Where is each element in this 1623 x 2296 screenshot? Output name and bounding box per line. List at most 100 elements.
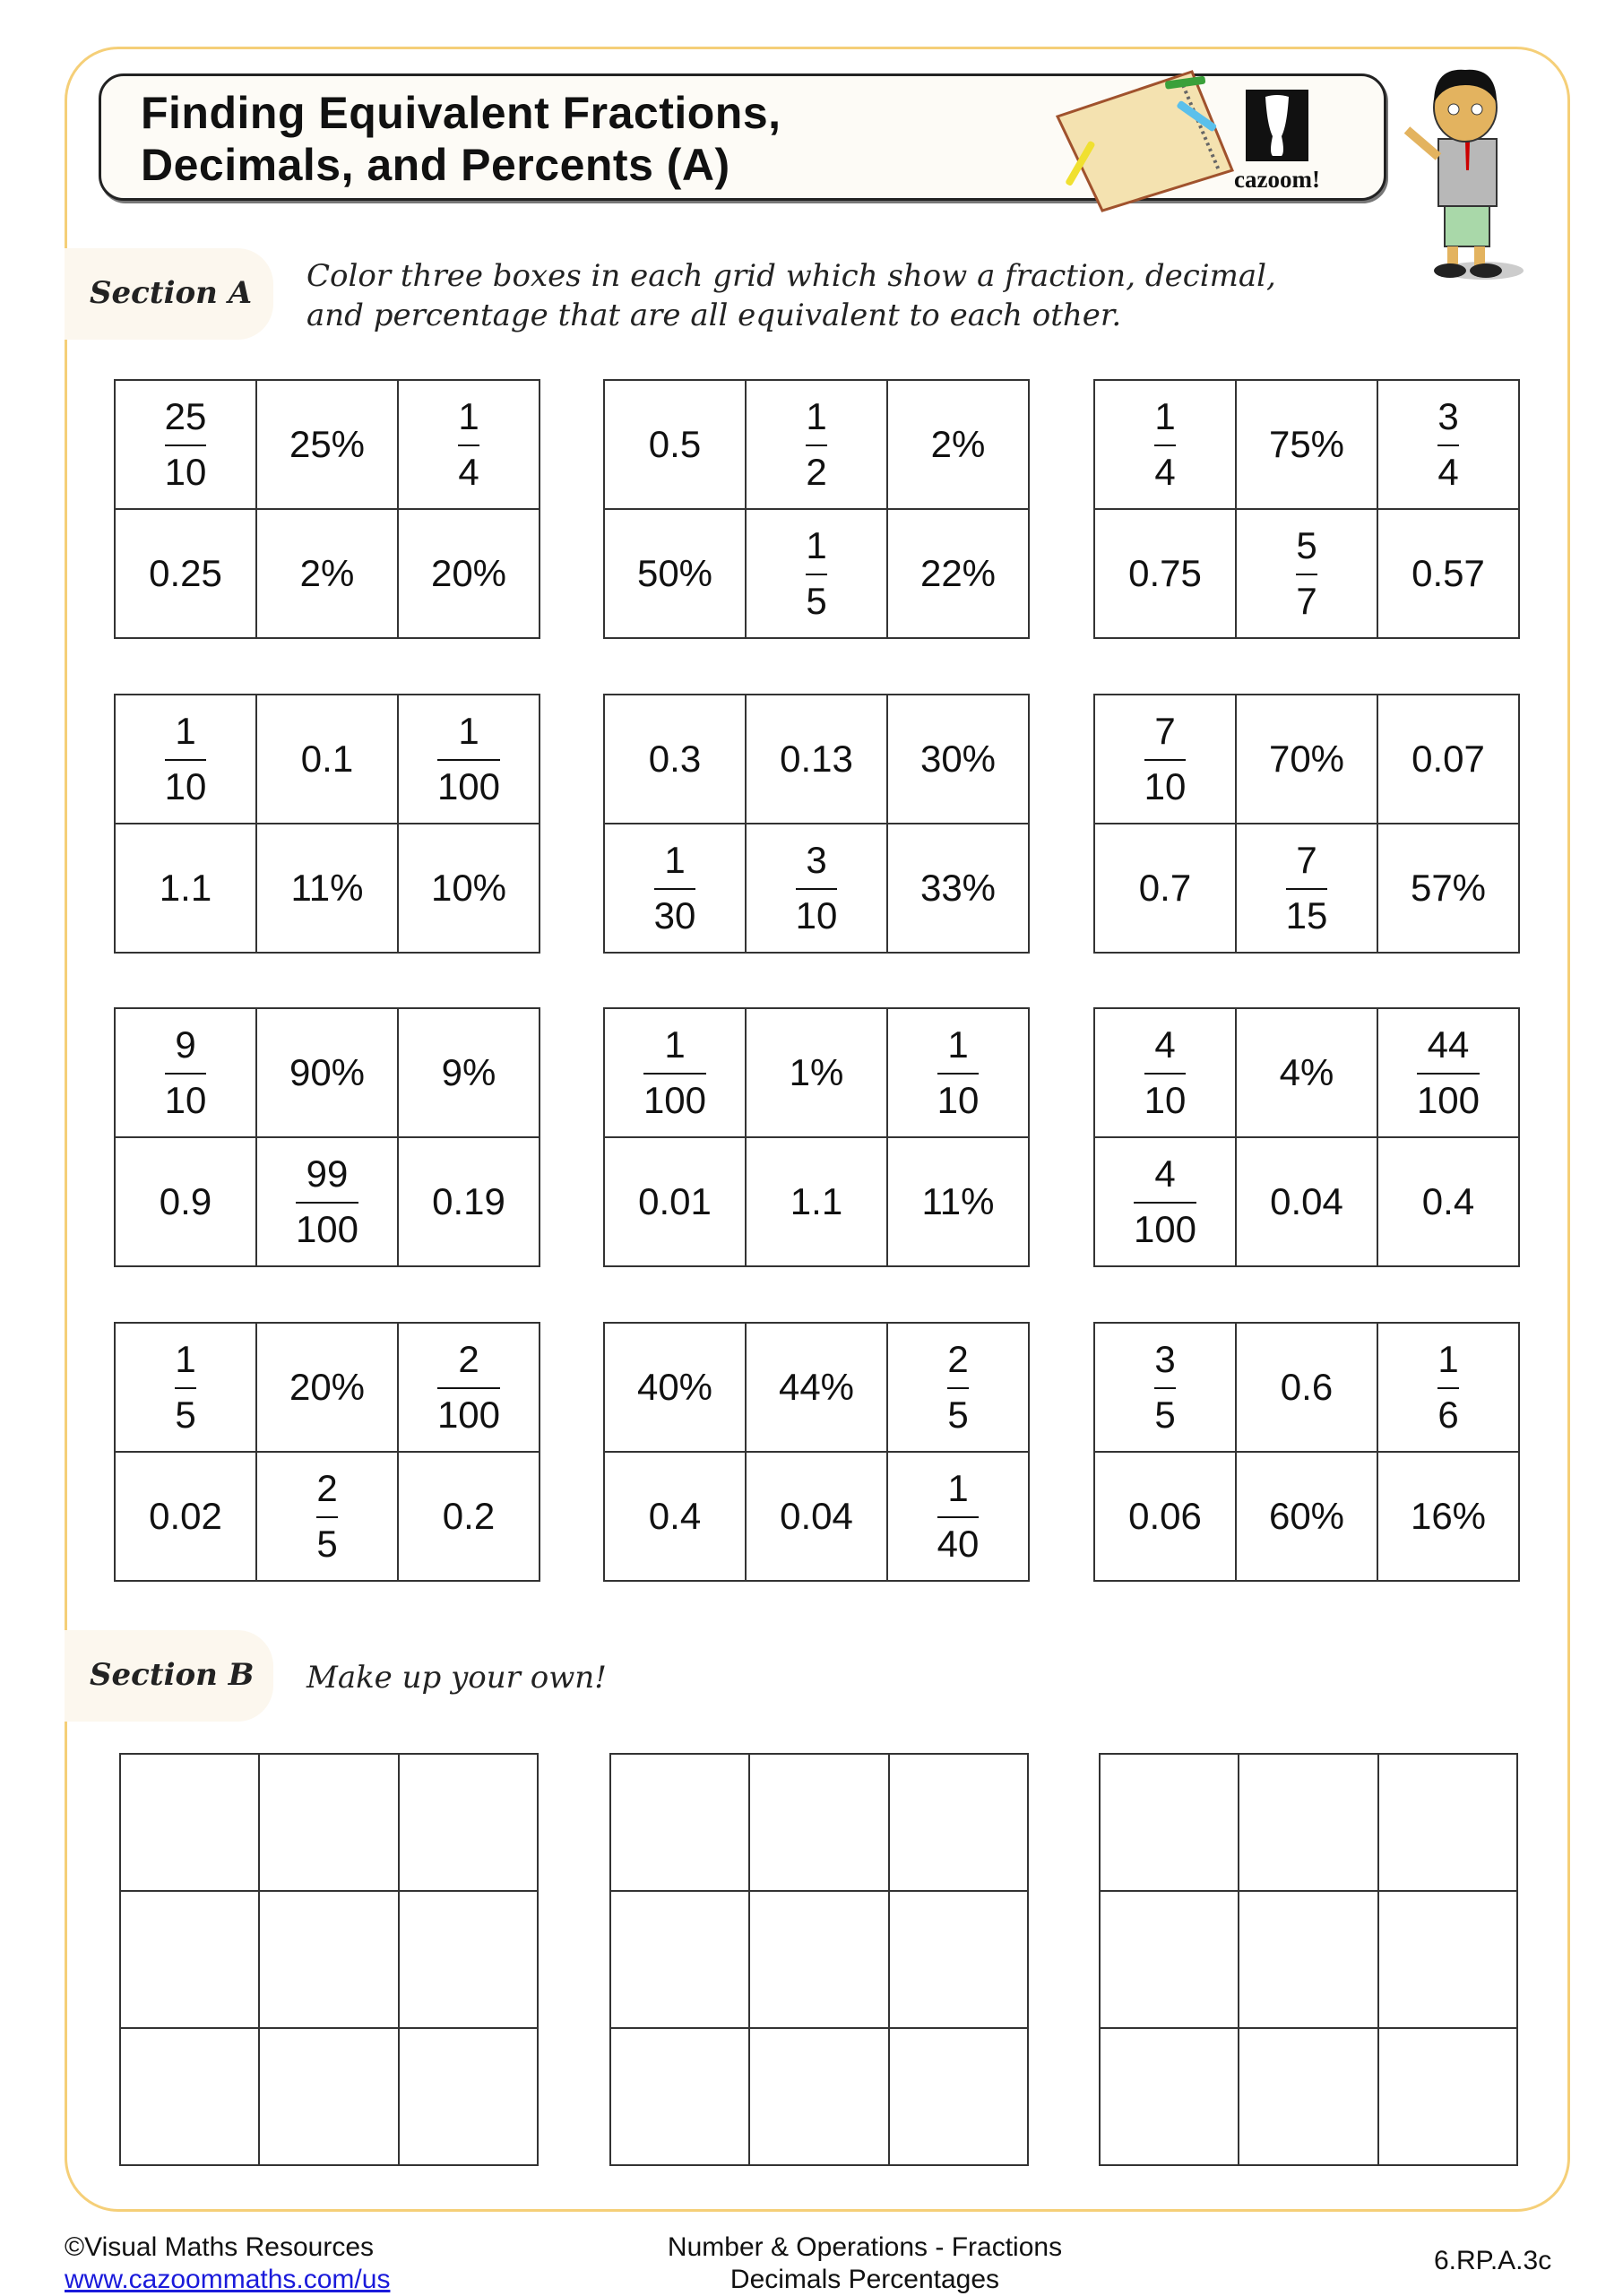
empty-cell[interactable] xyxy=(1378,2029,1518,2166)
grid-cell[interactable]: 25% xyxy=(257,381,399,510)
empty-cell[interactable] xyxy=(399,1892,539,2029)
empty-cell[interactable] xyxy=(1378,1755,1518,1892)
grid-cell[interactable]: 4 10 xyxy=(1095,1009,1237,1138)
grid-cell[interactable]: 0.5 xyxy=(605,381,747,510)
empty-cell[interactable] xyxy=(260,1755,400,1892)
empty-cell[interactable] xyxy=(611,1755,751,1892)
grid-cell[interactable]: 7 10 xyxy=(1095,695,1237,824)
grid-cell[interactable]: 9% xyxy=(399,1009,540,1138)
grid-cell[interactable]: 50% xyxy=(605,510,747,639)
empty-cell[interactable] xyxy=(1239,1892,1379,2029)
grid-cell[interactable]: 1.1 xyxy=(116,824,257,954)
grid-cell[interactable]: 1 40 xyxy=(888,1453,1030,1582)
grid-cell[interactable]: 2% xyxy=(257,510,399,639)
grid-cell[interactable]: 99 100 xyxy=(257,1138,399,1267)
grid-cell[interactable]: 1 30 xyxy=(605,824,747,954)
grid-cell[interactable]: 0.01 xyxy=(605,1138,747,1267)
empty-cell[interactable] xyxy=(121,1755,261,1892)
empty-cell[interactable] xyxy=(260,1892,400,2029)
grid-cell[interactable]: 90% xyxy=(257,1009,399,1138)
grid-cell[interactable]: 30% xyxy=(888,695,1030,824)
grid-cell[interactable]: 9 10 xyxy=(116,1009,257,1138)
grid-cell[interactable]: 20% xyxy=(399,510,540,639)
grid-cell[interactable]: 0.02 xyxy=(116,1453,257,1582)
grid-cell[interactable]: 70% xyxy=(1237,695,1378,824)
grid-cell[interactable]: 75% xyxy=(1237,381,1378,510)
grid-cell[interactable]: 0.3 xyxy=(605,695,747,824)
empty-cell[interactable] xyxy=(121,1892,261,2029)
grid-cell[interactable]: 1.1 xyxy=(747,1138,888,1267)
grid-cell[interactable]: 0.04 xyxy=(1237,1138,1378,1267)
grid-cell[interactable]: 1 10 xyxy=(116,695,257,824)
empty-cell[interactable] xyxy=(750,1755,890,1892)
grid-cell[interactable]: 0.57 xyxy=(1378,510,1520,639)
grid-cell[interactable]: 0.4 xyxy=(605,1453,747,1582)
empty-cell[interactable] xyxy=(1101,2029,1240,2166)
grid-cell[interactable]: 1 100 xyxy=(399,695,540,824)
grid-cell[interactable]: 0.07 xyxy=(1378,695,1520,824)
empty-cell[interactable] xyxy=(260,2029,400,2166)
grid-cell[interactable]: 40% xyxy=(605,1324,747,1453)
empty-cell[interactable] xyxy=(1239,2029,1379,2166)
grid-cell[interactable]: 0.6 xyxy=(1237,1324,1378,1453)
grid-cell[interactable]: 33% xyxy=(888,824,1030,954)
empty-cell[interactable] xyxy=(889,2029,1029,2166)
empty-cell[interactable] xyxy=(611,1892,751,2029)
grid-cell[interactable]: 1 10 xyxy=(888,1009,1030,1138)
grid-cell[interactable]: 11% xyxy=(888,1138,1030,1267)
grid-cell[interactable]: 2% xyxy=(888,381,1030,510)
grid-cell[interactable]: 0.04 xyxy=(747,1453,888,1582)
empty-cell[interactable] xyxy=(121,2029,261,2166)
website-link[interactable]: www.cazoommaths.com/us xyxy=(65,2265,391,2294)
grid-cell[interactable]: 0.4 xyxy=(1378,1138,1520,1267)
grid-cell[interactable]: 3 10 xyxy=(747,824,888,954)
grid-cell[interactable]: 1 100 xyxy=(605,1009,747,1138)
empty-cell[interactable] xyxy=(750,1892,890,2029)
grid-cell[interactable]: 0.19 xyxy=(399,1138,540,1267)
grid-cell[interactable]: 2 100 xyxy=(399,1324,540,1453)
grid-cell[interactable]: 4% xyxy=(1237,1009,1378,1138)
grid-cell[interactable]: 44% xyxy=(747,1324,888,1453)
grid-cell[interactable]: 0.06 xyxy=(1095,1453,1237,1582)
grid-cell[interactable]: 0.7 xyxy=(1095,824,1237,954)
grid-cell[interactable]: 4 100 xyxy=(1095,1138,1237,1267)
grid-cell[interactable]: 0.75 xyxy=(1095,510,1237,639)
grid-cell[interactable]: 0.9 xyxy=(116,1138,257,1267)
grid-cell[interactable]: 1% xyxy=(747,1009,888,1138)
empty-cell[interactable] xyxy=(889,1755,1029,1892)
empty-cell[interactable] xyxy=(1378,1892,1518,2029)
grid-cell[interactable]: 0.13 xyxy=(747,695,888,824)
grid-cell[interactable]: 20% xyxy=(257,1324,399,1453)
grid-cell[interactable]: 0.2 xyxy=(399,1453,540,1582)
grid-cell[interactable]: 60% xyxy=(1237,1453,1378,1582)
empty-cell[interactable] xyxy=(1239,1755,1379,1892)
grid-cell[interactable]: 16% xyxy=(1378,1453,1520,1582)
grid-cell[interactable]: 22% xyxy=(888,510,1030,639)
empty-cell[interactable] xyxy=(611,2029,751,2166)
empty-cell[interactable] xyxy=(1101,1755,1240,1892)
empty-cell[interactable] xyxy=(889,1892,1029,2029)
grid-cell[interactable]: 10% xyxy=(399,824,540,954)
empty-cell[interactable] xyxy=(399,1755,539,1892)
empty-cell[interactable] xyxy=(1101,1892,1240,2029)
empty-cell[interactable] xyxy=(399,2029,539,2166)
grid-cell[interactable]: 44 100 xyxy=(1378,1009,1520,1138)
grid-cell[interactable]: 0.1 xyxy=(257,695,399,824)
grid-cell[interactable]: 11% xyxy=(257,824,399,954)
grid-cell[interactable]: 25 10 xyxy=(116,381,257,510)
grid-cell[interactable]: 0.25 xyxy=(116,510,257,639)
empty-cell[interactable] xyxy=(750,2029,890,2166)
grid-cell[interactable]: 7 15 xyxy=(1237,824,1378,954)
grid-cell[interactable]: 57% xyxy=(1378,824,1520,954)
